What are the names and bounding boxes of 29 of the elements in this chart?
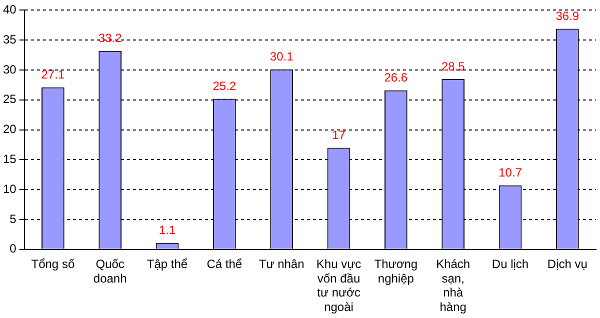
x-tick-label: Thương nghiệp bbox=[374, 256, 418, 286]
data-label: 1.1 bbox=[158, 223, 176, 238]
x-tick-label: Khu vực vốn đầu tư nước ngoài bbox=[316, 256, 362, 314]
x-tick-label: Tập thể bbox=[146, 256, 188, 271]
data-label: 10.7 bbox=[498, 166, 522, 180]
y-tick-label: 15 bbox=[2, 152, 17, 166]
x-tick-label: Cá thể bbox=[206, 256, 242, 271]
x-tick-label: Du lịch bbox=[492, 256, 529, 271]
data-label: 36.9 bbox=[556, 9, 580, 24]
x-tick-label: Dịch vụ bbox=[547, 256, 588, 271]
data-label: 28.5 bbox=[441, 59, 466, 74]
y-tick-label: 20 bbox=[2, 122, 17, 136]
data-label: 17 bbox=[332, 128, 346, 142]
data-label: 30.1 bbox=[270, 50, 294, 64]
x-tick-label: Khách sạn, nhà hàng bbox=[436, 256, 470, 314]
y-tick-label: 25 bbox=[2, 92, 17, 106]
x-tick-label: Quốc doanh bbox=[93, 256, 127, 286]
y-tick-label: 35 bbox=[2, 32, 17, 46]
y-tick-label: 30 bbox=[2, 62, 17, 76]
x-tick-label: Tư nhân bbox=[258, 256, 304, 271]
data-label: 25.2 bbox=[212, 79, 236, 94]
data-label: 27.1 bbox=[41, 68, 65, 82]
x-tick-label: Tổng số bbox=[31, 256, 75, 271]
y-tick-label: 5 bbox=[10, 212, 17, 226]
data-label: 26.6 bbox=[384, 70, 408, 85]
y-tick-label: 10 bbox=[2, 182, 17, 196]
y-tick-label: 40 bbox=[2, 2, 17, 17]
y-tick-label: 0 bbox=[10, 242, 17, 256]
data-label: 33.2 bbox=[98, 31, 122, 46]
